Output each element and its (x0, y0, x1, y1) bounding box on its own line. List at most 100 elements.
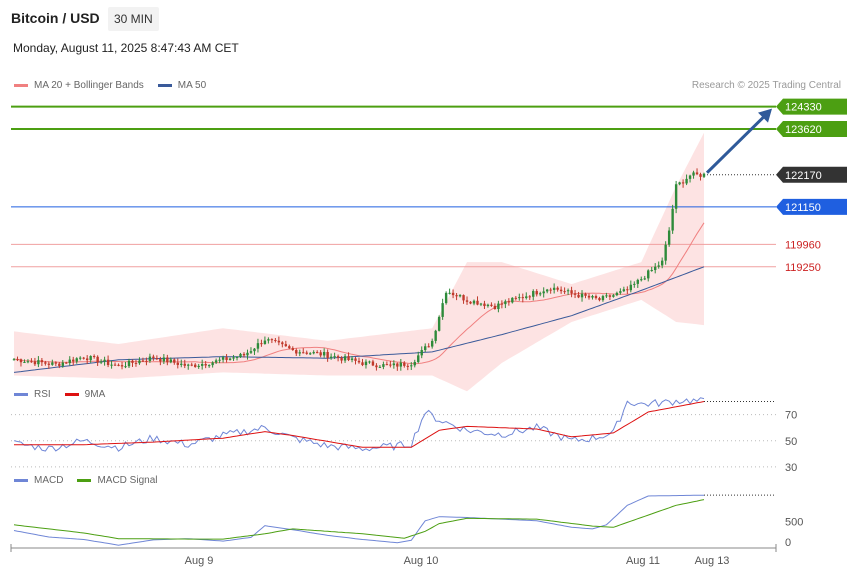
candle-body (476, 300, 479, 305)
candle-body (608, 295, 612, 297)
candle-body (660, 260, 664, 266)
candle-body (504, 301, 507, 305)
candle-body (340, 357, 343, 361)
candle-body (692, 172, 695, 176)
candle-body (183, 363, 186, 366)
candle-body (249, 351, 253, 353)
candle-body (674, 184, 678, 209)
macd-legend: MACD MACD Signal (14, 475, 171, 486)
bollinger-band-area (14, 132, 704, 392)
rsi-tick-50: 50 (785, 436, 797, 448)
candle-body (319, 352, 322, 356)
candle-body (629, 284, 633, 291)
candle-body (413, 361, 416, 366)
legend-rsi-swatch (14, 393, 28, 396)
candle-body (291, 348, 294, 351)
candle-body (267, 339, 270, 341)
candle-body (378, 366, 382, 368)
candle-body (40, 360, 44, 363)
candle-body (441, 303, 444, 317)
legend-rsi-ma-label: 9MA (84, 389, 106, 400)
candle-body (309, 353, 312, 355)
candle-body (647, 270, 650, 279)
candle-body (486, 304, 490, 307)
candle-body (430, 340, 434, 347)
candle-body (539, 293, 542, 295)
candle-body (427, 346, 430, 348)
candle-body (79, 357, 82, 359)
candle-body (207, 365, 211, 367)
candle-body (545, 289, 549, 292)
candle-body (678, 182, 681, 185)
candle-body (479, 303, 483, 305)
x-tick-aug-10: Aug 10 (404, 555, 439, 567)
candle-body (33, 361, 37, 365)
credit-text: Research © 2025 Trading Central (691, 80, 841, 91)
candle-body (375, 365, 378, 368)
candle-body (587, 295, 591, 298)
candle-body (176, 362, 179, 365)
candle-body (288, 346, 291, 349)
candle-body (584, 293, 587, 296)
candle-body (462, 295, 465, 301)
candle-body (277, 340, 281, 343)
candle-body (521, 297, 524, 299)
candle-body (180, 363, 183, 365)
x-tick-aug-13: Aug 13 (695, 555, 730, 567)
legend-rsi-label: RSI (34, 389, 51, 400)
candle-body (396, 363, 399, 367)
interval-button[interactable]: 30 MIN (108, 7, 159, 31)
candle-body (218, 359, 221, 361)
candle-body (75, 358, 78, 362)
legend-macd-signal: MACD Signal (77, 475, 157, 486)
price-legend: MA 20 + Bollinger Bands MA 50 (14, 80, 220, 91)
candle-body (329, 356, 333, 358)
candle-body (455, 295, 458, 297)
candle-body (302, 352, 305, 354)
candle-body (371, 361, 375, 366)
candle-body (354, 358, 357, 361)
legend-ma50: MA 50 (157, 80, 206, 91)
candle-body (260, 343, 263, 345)
candle-body (200, 364, 204, 366)
candle-body (96, 356, 99, 363)
timestamp: Monday, August 11, 2025 8:47:43 AM CET (13, 41, 239, 55)
candle-body (699, 174, 702, 177)
macd-tick-0: 0 (785, 537, 791, 549)
candle-body (563, 291, 566, 293)
rsi-tick-70: 70 (785, 410, 797, 422)
candle-body (403, 362, 406, 366)
candle-body (667, 230, 671, 245)
candle-body (601, 296, 605, 301)
candle-body (472, 300, 476, 304)
candle-body (44, 362, 47, 364)
candle-body (410, 365, 413, 367)
candle-body (141, 360, 145, 362)
candle-body (68, 359, 71, 364)
candle-body (148, 356, 152, 361)
legend-ma20-label: MA 20 + Bollinger Bands (34, 80, 144, 91)
candle-body (106, 359, 110, 366)
forecast-arrow-head (758, 108, 772, 123)
candle-body (58, 363, 61, 366)
candle-body (437, 316, 441, 331)
candle-body (577, 294, 580, 298)
candle-body (110, 364, 113, 366)
candle-body (444, 292, 448, 304)
candle-body (493, 305, 497, 309)
candle-body (357, 360, 361, 363)
candle-body (448, 292, 451, 294)
rsi-line (13, 397, 705, 452)
candle-body (99, 361, 103, 363)
candle-body (336, 356, 340, 358)
candle-body (117, 364, 120, 366)
legend-macd-swatch (14, 479, 28, 482)
candle-body (187, 364, 190, 366)
candle-body (580, 293, 584, 298)
candle-body (612, 295, 615, 297)
candle-body (194, 364, 197, 367)
candle-body (702, 173, 706, 177)
candle-body (347, 356, 350, 361)
candle-body (556, 287, 559, 290)
candle-body (253, 348, 256, 352)
